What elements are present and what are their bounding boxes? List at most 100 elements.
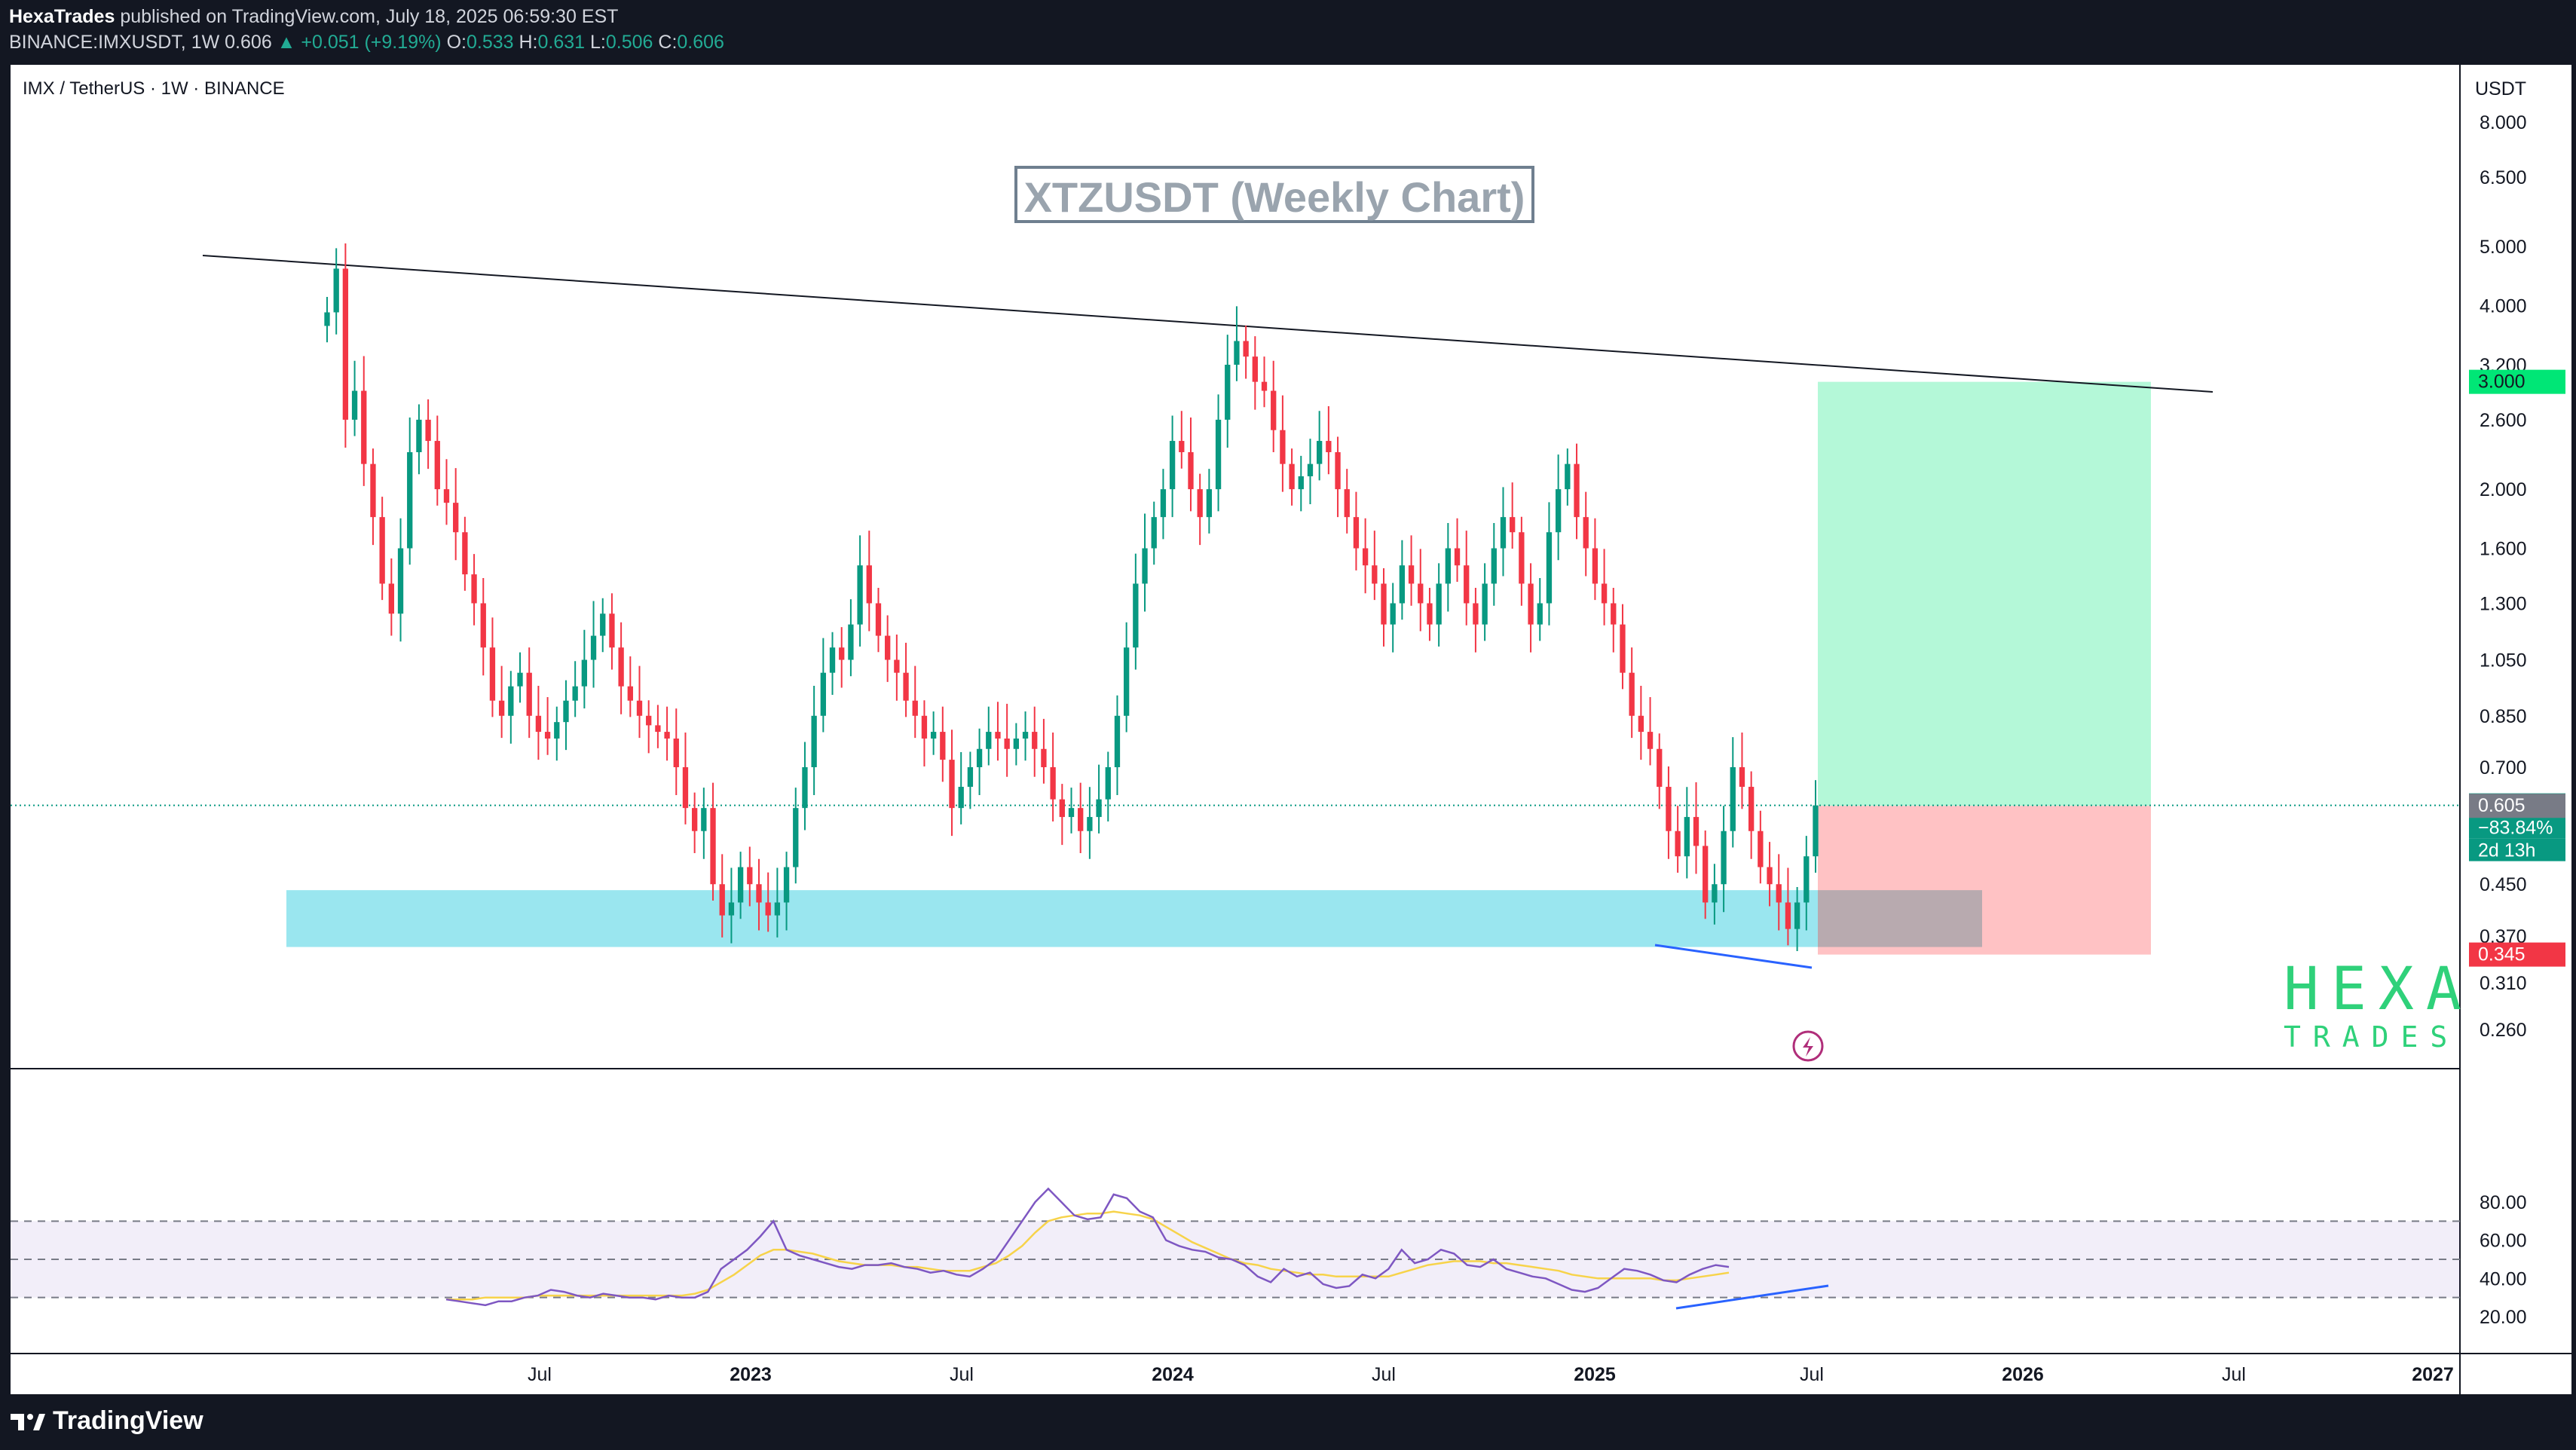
rsi-tick-label: 80.00 xyxy=(2480,1192,2527,1213)
resistance-trendline[interactable] xyxy=(202,255,2213,393)
watermark-line2: TRADES xyxy=(2284,1020,2460,1054)
candle-body xyxy=(921,715,928,739)
candle-body xyxy=(1445,548,1452,584)
low-label: L: xyxy=(590,32,606,53)
candle-body xyxy=(719,884,725,916)
candle-body xyxy=(581,659,588,687)
price-change: +0.051 (+9.19%) xyxy=(301,32,442,53)
candle-body xyxy=(618,647,624,687)
price-badge xyxy=(2469,942,2565,967)
candle-body xyxy=(1032,732,1038,749)
candle-body xyxy=(397,548,404,614)
candle-body xyxy=(793,808,799,867)
candle-body xyxy=(866,565,872,604)
candle-body xyxy=(802,766,808,809)
candle-body xyxy=(1234,341,1240,365)
candle-body xyxy=(1105,766,1111,800)
price-tick-label: 4.000 xyxy=(2480,296,2527,317)
candle-body xyxy=(1280,430,1286,464)
candle-body xyxy=(1592,548,1599,584)
time-tick-label: 2026 xyxy=(2002,1364,2044,1385)
candle-body xyxy=(1638,715,1644,733)
candle-body xyxy=(1785,902,1791,929)
candle-body xyxy=(774,902,781,916)
candle-body xyxy=(1454,548,1461,566)
time-tick-label: Jul xyxy=(2222,1364,2246,1385)
price-tick-label: 1.300 xyxy=(2480,593,2527,614)
chart-area[interactable]: 8.000 6.500 5.000 4.000 3.200 2.600 2.000 1.600… xyxy=(11,65,2571,1394)
time-tick-label: Jul xyxy=(1372,1364,1396,1385)
candle-body xyxy=(967,766,974,788)
candle-body xyxy=(1399,565,1406,604)
candle-body xyxy=(829,647,836,673)
candle-body xyxy=(1519,532,1525,584)
chart-annotation-title: XTZUSDT (Weekly Chart) xyxy=(1014,166,1534,223)
candle-body xyxy=(480,603,486,648)
time-tick-label: 2027 xyxy=(2412,1364,2454,1385)
high-label: H: xyxy=(519,32,538,53)
candle-body xyxy=(691,808,698,831)
candle-body xyxy=(1215,419,1222,490)
candle-body xyxy=(1748,787,1755,831)
candle-body xyxy=(1629,672,1635,716)
chart-canvas[interactable]: 8.0006.5005.0004.0003.2002.6002.0001.600… xyxy=(11,65,2571,1394)
candle-body xyxy=(1565,463,1571,490)
candle-body xyxy=(1647,732,1654,749)
publisher-name[interactable]: HexaTrades xyxy=(9,6,115,27)
candle-body xyxy=(324,312,330,326)
candle-body xyxy=(1739,766,1745,788)
price-badge-label: −83.84% xyxy=(2478,818,2553,839)
candle-body xyxy=(434,441,440,490)
hexa-trades-watermark: HEXA TRADES xyxy=(2284,959,2461,1054)
open-label: O: xyxy=(446,32,467,53)
time-tick-label: 2025 xyxy=(1574,1364,1616,1385)
candle-body xyxy=(554,722,560,739)
candle-body xyxy=(1794,902,1800,929)
candle-body xyxy=(1730,766,1736,831)
candle-body xyxy=(351,390,358,420)
candle-body xyxy=(737,867,744,903)
close-value: 0.606 xyxy=(677,32,724,53)
candle-body xyxy=(1307,463,1314,476)
candle-body xyxy=(710,808,716,885)
candle-body xyxy=(811,715,817,767)
candle-body xyxy=(655,725,661,733)
candle-body xyxy=(1142,548,1148,584)
price-tick-label: 6.500 xyxy=(2480,167,2527,188)
candle-body xyxy=(894,659,900,673)
time-tick-label: 2023 xyxy=(730,1364,772,1385)
candle-body xyxy=(1555,489,1562,533)
candle-body xyxy=(636,700,643,716)
candle-body xyxy=(333,268,339,313)
open-value: 0.533 xyxy=(466,32,514,53)
rsi-tick-label: 40.00 xyxy=(2480,1268,2527,1289)
high-value: 0.631 xyxy=(537,32,586,53)
rsi-divergence-line[interactable] xyxy=(1675,1284,1829,1310)
candle-body xyxy=(489,647,496,701)
price-tick-label: 1.600 xyxy=(2480,539,2527,560)
lightning-icon[interactable] xyxy=(1792,1030,1824,1062)
up-arrow-icon: ▲ xyxy=(277,32,296,53)
price-badge-label: 0.345 xyxy=(2478,944,2526,965)
candle-body xyxy=(986,732,992,749)
currency-label[interactable]: USDT xyxy=(2475,78,2527,99)
candle-body xyxy=(930,732,937,739)
candle-body xyxy=(1169,441,1176,490)
candle-body xyxy=(1289,463,1295,490)
candle-body xyxy=(1004,738,1010,749)
candle-body xyxy=(361,390,367,464)
candle-body xyxy=(1712,884,1718,903)
candle-body xyxy=(498,700,505,716)
symbol-title: IMX / TetherUS · 1W · BINANCE xyxy=(23,78,285,99)
publish-info: published on TradingView.com, July 18, 2… xyxy=(120,6,619,27)
price-divergence-line[interactable] xyxy=(1654,944,1813,969)
candle-body xyxy=(940,732,946,760)
candle-body xyxy=(1620,624,1626,673)
candle-body xyxy=(1298,476,1304,490)
tradingview-logo[interactable]: TradingView xyxy=(11,1406,203,1436)
publish-line: HexaTrades published on TradingView.com,… xyxy=(9,6,618,28)
symbol-label: BINANCE:IMXUSDT, 1W xyxy=(9,32,220,53)
price-badge-label: 0.605 xyxy=(2478,795,2526,816)
candle-body xyxy=(1050,766,1056,800)
candle-body xyxy=(673,738,679,767)
